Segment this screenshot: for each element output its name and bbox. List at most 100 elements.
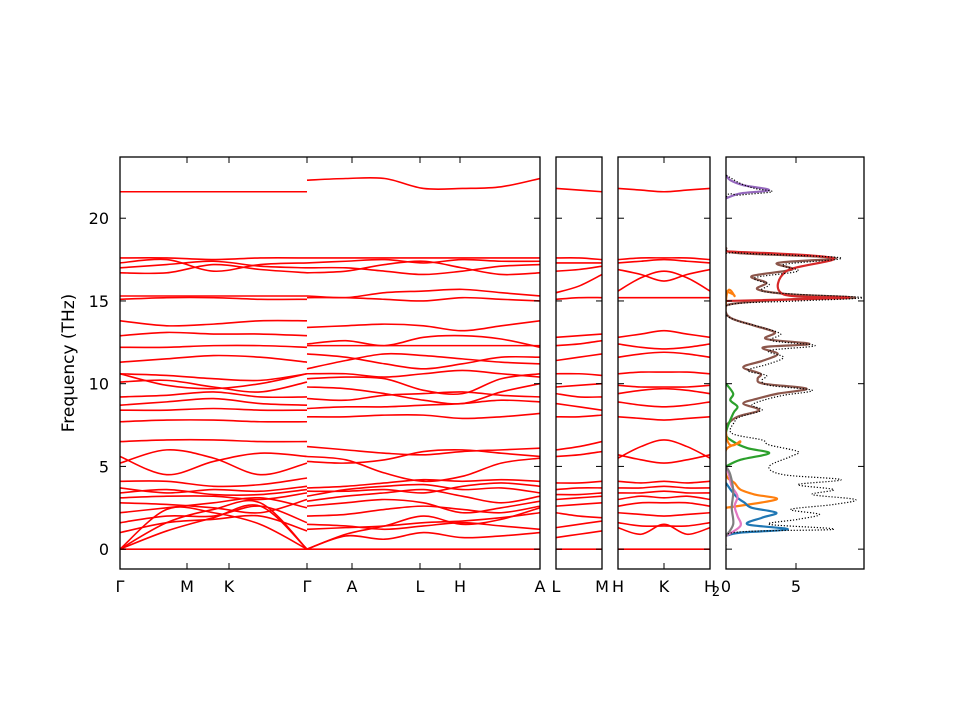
partial-dos-line xyxy=(726,288,779,509)
band-line xyxy=(556,392,602,398)
x-tick-label: M xyxy=(595,577,609,596)
band-line xyxy=(556,487,602,491)
partial-dos-line xyxy=(726,246,857,426)
band-line xyxy=(556,414,602,418)
x-tick-label: A xyxy=(535,577,546,596)
band-line xyxy=(618,521,710,528)
panel-3-plot xyxy=(618,187,710,550)
band-line xyxy=(556,530,602,539)
band-line xyxy=(618,351,710,359)
band-line xyxy=(618,401,710,408)
panel-1-plot xyxy=(120,176,540,550)
x-tick-label: H xyxy=(454,577,466,596)
panel-4-plot xyxy=(726,174,864,547)
band-line xyxy=(556,495,602,501)
band-line xyxy=(618,415,710,421)
band-line xyxy=(556,187,602,193)
band-line xyxy=(556,492,602,496)
total-dos-line xyxy=(726,174,864,547)
partial-dos-line xyxy=(726,465,735,537)
band-line xyxy=(306,353,540,370)
band-line xyxy=(120,260,308,269)
band-line xyxy=(306,478,540,489)
y-tick-labels: 0 5 10 15 20 xyxy=(89,209,109,559)
x-tick-label: Γ xyxy=(116,577,125,596)
band-line xyxy=(306,511,540,531)
x-tick-label: H xyxy=(704,577,716,596)
band-line xyxy=(618,439,710,459)
x-corner-label: 2 xyxy=(712,585,720,600)
band-line xyxy=(120,319,308,327)
band-line xyxy=(306,288,540,299)
x-tick-label: K xyxy=(659,577,670,596)
band-line xyxy=(306,507,540,550)
band-line xyxy=(618,480,710,484)
band-line xyxy=(618,257,710,261)
panel-frame xyxy=(725,156,865,570)
band-line xyxy=(556,353,602,362)
band-line xyxy=(618,454,710,464)
band-line xyxy=(618,187,710,193)
x-tick-label: Γ xyxy=(303,577,312,596)
band-line xyxy=(120,258,308,272)
band-line xyxy=(120,496,308,514)
band-line xyxy=(556,257,602,261)
band-line xyxy=(120,372,308,382)
partial-dos-line xyxy=(726,174,771,200)
panel-4: 0 5 2 xyxy=(712,156,865,600)
y-tick-label: 15 xyxy=(89,292,109,311)
band-line xyxy=(556,520,602,529)
x-tick-label: A xyxy=(347,577,358,596)
x-tick-label: 0 xyxy=(721,577,731,596)
band-line xyxy=(120,372,308,390)
band-line xyxy=(618,343,710,350)
band-line xyxy=(618,384,710,388)
band-line xyxy=(306,505,540,517)
band-line xyxy=(306,488,540,504)
band-line xyxy=(556,333,602,339)
band-line xyxy=(120,477,308,488)
band-line xyxy=(618,501,710,507)
band-line xyxy=(306,372,540,396)
panel-frame xyxy=(119,156,541,570)
band-line xyxy=(556,511,602,519)
band-line xyxy=(306,260,540,276)
band-line xyxy=(120,331,308,337)
band-line xyxy=(120,263,308,275)
y-axis-label: Frequency (THz) xyxy=(59,294,79,433)
band-line xyxy=(306,391,540,402)
y-tick-label: 0 xyxy=(99,540,109,559)
band-line xyxy=(120,452,308,476)
band-line xyxy=(618,329,710,339)
band-line xyxy=(306,399,540,410)
band-line xyxy=(306,498,540,514)
band-line xyxy=(556,265,602,272)
band-line xyxy=(120,391,308,399)
x-tick-label: M xyxy=(180,577,194,596)
band-line xyxy=(306,352,540,370)
band-line xyxy=(120,379,308,393)
band-line xyxy=(120,419,308,423)
band-line xyxy=(306,448,540,464)
band-line xyxy=(306,412,540,420)
panel-frame xyxy=(555,156,603,570)
band-line xyxy=(120,488,308,496)
band-line xyxy=(120,449,308,476)
band-line xyxy=(306,445,540,456)
band-line xyxy=(556,402,602,411)
band-line xyxy=(120,438,308,443)
y-tick-label: 10 xyxy=(89,375,109,394)
band-line xyxy=(618,523,710,536)
band-line xyxy=(306,483,540,497)
band-line xyxy=(306,258,540,264)
band-line xyxy=(618,258,710,264)
band-line xyxy=(120,296,308,301)
band-line xyxy=(556,502,602,507)
x-tick-label: 5 xyxy=(791,577,801,596)
band-line xyxy=(120,506,308,550)
band-line xyxy=(556,450,602,458)
band-line xyxy=(306,521,540,531)
band-line xyxy=(120,485,308,494)
